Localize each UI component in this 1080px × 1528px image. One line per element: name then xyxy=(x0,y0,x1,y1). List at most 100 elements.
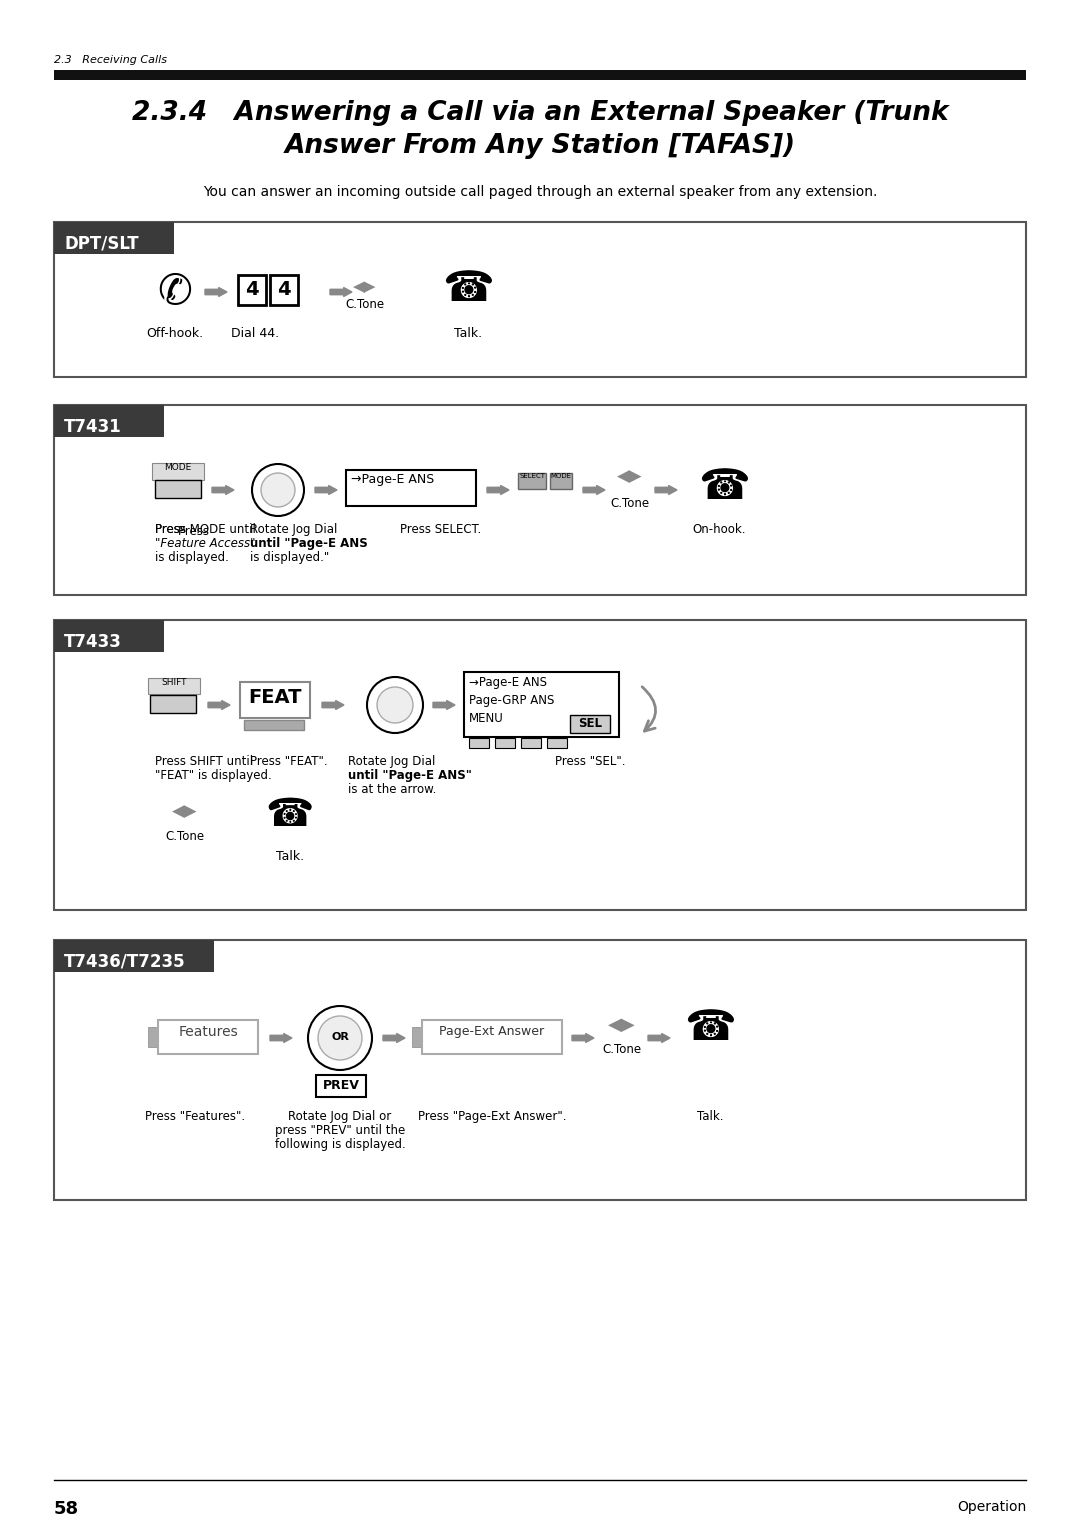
FancyArrow shape xyxy=(487,486,509,495)
Text: 4: 4 xyxy=(278,280,291,299)
Bar xyxy=(346,471,476,506)
Circle shape xyxy=(308,1005,372,1070)
Text: C.Tone: C.Tone xyxy=(603,1044,642,1056)
Text: Press "FEAT".: Press "FEAT". xyxy=(249,755,327,769)
Bar xyxy=(518,474,546,489)
Bar xyxy=(148,678,200,694)
Text: 2.3   Receiving Calls: 2.3 Receiving Calls xyxy=(54,55,167,66)
Text: ☎: ☎ xyxy=(266,796,314,834)
Text: Operation: Operation xyxy=(957,1500,1026,1514)
FancyArrow shape xyxy=(205,287,227,296)
FancyArrow shape xyxy=(648,1033,670,1042)
Bar xyxy=(158,1021,258,1054)
Text: SHIFT: SHIFT xyxy=(161,678,187,688)
Circle shape xyxy=(261,474,295,507)
Text: Features: Features xyxy=(178,1025,238,1039)
Bar xyxy=(411,1027,422,1047)
Bar xyxy=(54,222,1026,377)
Text: ◀▶: ◀▶ xyxy=(608,1016,636,1034)
Text: DPT/SLT: DPT/SLT xyxy=(64,235,138,254)
Circle shape xyxy=(367,677,423,733)
Text: "FEAT" is displayed.: "FEAT" is displayed. xyxy=(156,769,272,782)
Text: Press MODE until: Press MODE until xyxy=(156,523,256,536)
Text: Page-GRP ANS: Page-GRP ANS xyxy=(469,694,554,707)
Bar xyxy=(54,222,174,254)
Bar xyxy=(240,681,310,718)
Bar xyxy=(54,405,164,437)
Text: Talk.: Talk. xyxy=(275,850,305,863)
Text: ◀▶: ◀▶ xyxy=(353,280,377,295)
Bar xyxy=(54,405,1026,594)
Bar xyxy=(148,1027,158,1047)
FancyArrow shape xyxy=(433,700,455,709)
FancyArrow shape xyxy=(322,700,345,709)
Bar xyxy=(495,738,515,749)
Text: until "Page-E ANS": until "Page-E ANS" xyxy=(348,769,472,782)
FancyArrow shape xyxy=(315,486,337,495)
Text: following is displayed.: following is displayed. xyxy=(274,1138,405,1151)
Bar xyxy=(464,672,619,736)
Text: ✆: ✆ xyxy=(158,270,192,313)
Circle shape xyxy=(318,1016,362,1060)
FancyArrow shape xyxy=(383,1033,405,1042)
Text: OR: OR xyxy=(332,1031,349,1042)
Text: press "PREV" until the: press "PREV" until the xyxy=(275,1125,405,1137)
Text: 4: 4 xyxy=(245,280,259,299)
Circle shape xyxy=(377,688,413,723)
Text: ☎: ☎ xyxy=(442,267,494,310)
Text: ☎: ☎ xyxy=(698,466,750,507)
Text: until "Page-E ANS: until "Page-E ANS xyxy=(249,536,368,550)
Text: Press SHIFT until: Press SHIFT until xyxy=(156,755,253,769)
Bar xyxy=(422,1021,562,1054)
Text: Rotate Jog Dial or: Rotate Jog Dial or xyxy=(288,1109,392,1123)
FancyArrow shape xyxy=(208,700,230,709)
Bar xyxy=(150,695,195,714)
Bar xyxy=(238,275,266,306)
Text: Press "Page-Ext Answer".: Press "Page-Ext Answer". xyxy=(418,1109,566,1123)
Text: ☎: ☎ xyxy=(684,1007,735,1050)
Text: Rotate Jog Dial: Rotate Jog Dial xyxy=(249,523,337,536)
Text: ◀▶: ◀▶ xyxy=(172,804,198,821)
Text: Page-Ext Answer: Page-Ext Answer xyxy=(440,1025,544,1038)
FancyArrow shape xyxy=(572,1033,594,1042)
Bar xyxy=(54,940,214,972)
Text: Talk.: Talk. xyxy=(697,1109,724,1123)
Text: Off-hook.: Off-hook. xyxy=(147,327,203,341)
FancyArrowPatch shape xyxy=(643,686,656,730)
Text: Dial 44.: Dial 44. xyxy=(231,327,279,341)
Bar xyxy=(469,738,489,749)
Bar xyxy=(546,738,567,749)
Text: MODE: MODE xyxy=(164,463,191,472)
FancyArrow shape xyxy=(654,486,677,495)
Text: T7436/T7235: T7436/T7235 xyxy=(64,953,186,970)
Bar xyxy=(54,70,1026,79)
Text: is displayed.": is displayed." xyxy=(249,552,329,564)
Text: C.Tone: C.Tone xyxy=(346,298,384,312)
Text: T7431: T7431 xyxy=(64,419,122,435)
Text: is displayed.: is displayed. xyxy=(156,552,229,564)
Text: On-hook.: On-hook. xyxy=(692,523,745,536)
Text: Press "Features".: Press "Features". xyxy=(145,1109,245,1123)
FancyArrow shape xyxy=(330,287,352,296)
Bar xyxy=(54,620,1026,911)
Text: FEAT: FEAT xyxy=(248,688,301,707)
Text: Press: Press xyxy=(156,523,190,536)
Bar xyxy=(152,463,204,480)
Bar xyxy=(521,738,541,749)
Text: is at the arrow.: is at the arrow. xyxy=(348,782,436,796)
Text: ◀▶: ◀▶ xyxy=(618,468,643,486)
Circle shape xyxy=(252,465,303,516)
Bar xyxy=(550,474,572,489)
Bar xyxy=(156,480,201,498)
Text: Press "SEL".: Press "SEL". xyxy=(555,755,625,769)
Text: →Page-E ANS: →Page-E ANS xyxy=(351,474,434,486)
Text: Press: Press xyxy=(178,526,213,538)
Text: Rotate Jog Dial: Rotate Jog Dial xyxy=(348,755,435,769)
Text: MENU: MENU xyxy=(469,712,503,724)
Text: You can answer an incoming outside call paged through an external speaker from a: You can answer an incoming outside call … xyxy=(203,185,877,199)
Text: PREV: PREV xyxy=(323,1079,360,1093)
Bar xyxy=(54,620,164,652)
Text: C.Tone: C.Tone xyxy=(610,497,649,510)
FancyArrow shape xyxy=(583,486,605,495)
Text: 2.3.4   Answering a Call via an External Speaker (Trunk: 2.3.4 Answering a Call via an External S… xyxy=(132,99,948,125)
